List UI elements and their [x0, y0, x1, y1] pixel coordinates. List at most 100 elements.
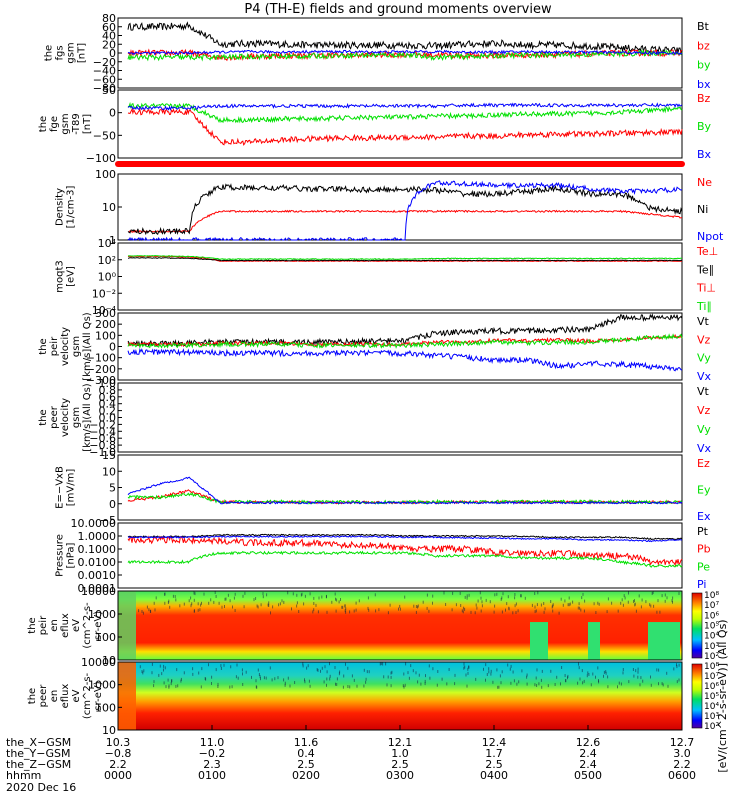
- colorbar-tick-label: 10⁷: [704, 672, 719, 682]
- x-tick-gsm-x: 11.0: [200, 736, 225, 749]
- y-axis-label-line: velocity: [60, 327, 71, 366]
- y-axis-label-line: the: [38, 409, 49, 425]
- y-axis-label-line: peir: [49, 336, 60, 356]
- colorbar-tick-label: 10⁷: [704, 601, 719, 611]
- colorbar-tick-label: 10⁴: [704, 632, 719, 642]
- y-tick-label: 60: [102, 21, 116, 34]
- y-tick-label: 10⁻²: [92, 287, 116, 300]
- legend-entry-Vy: Vy: [697, 352, 711, 365]
- y-axis-label-line: sr-eV): [93, 611, 104, 640]
- y-tick-label: 10⁴: [98, 237, 117, 250]
- y-tick-label: 5: [109, 482, 116, 495]
- series-line-Te⊥: [127, 255, 683, 262]
- legend-entry-bz: bz: [697, 39, 710, 52]
- y-tick-label: 10: [102, 724, 116, 737]
- y-tick-label: −100: [86, 152, 116, 165]
- y-tick-label: −0.4: [89, 425, 116, 438]
- panel-p9: 10000 1000 100 10 the peir en eflux eV (cm^2-s-sr…: [27, 585, 719, 667]
- y-axis-label-line: [km/s](All Qs): [82, 383, 93, 451]
- colorbar-gradient: [691, 663, 703, 729]
- y-axis-label: moqt3 [eV]: [55, 260, 77, 293]
- series-line-Bz: [127, 107, 683, 146]
- x-tick-time: 0500: [574, 769, 602, 782]
- y-tick-label: −0.2: [89, 418, 116, 431]
- y-tick-label: 0.0: [99, 412, 117, 425]
- y-tick-label: 1000: [88, 608, 116, 621]
- y-tick-label: −20: [93, 56, 116, 69]
- spectrogram-texture: [138, 591, 680, 615]
- spectrogram-p10: [118, 662, 682, 730]
- legend-entry-Vy: Vy: [697, 423, 711, 436]
- y-tick-label: −0.6: [89, 432, 116, 445]
- legend-entry-Pt: Pt: [697, 525, 709, 538]
- y-axis-label-line: eflux: [60, 684, 71, 709]
- y-tick-label: 1.0000: [78, 530, 117, 543]
- spectrogram-gap: [588, 622, 600, 660]
- x-tick-gsm-z: 2.5: [391, 758, 409, 771]
- y-tick-label: 0.0100: [78, 556, 117, 569]
- y-axis-label-line: peer: [49, 405, 60, 429]
- y-tick-label: 10000: [81, 656, 116, 669]
- y-tick-label: 1: [109, 234, 116, 247]
- y-axis-label-line: [nT]: [77, 43, 88, 63]
- y-axis-label-line: moqt3: [55, 260, 66, 293]
- series-line-Bt: [127, 21, 683, 55]
- x-tick-gsm-y: 0.4: [297, 747, 315, 760]
- legend-entry-Ti⊥: Ti⊥: [696, 282, 716, 295]
- panel-frame: [117, 522, 683, 589]
- legend-entry-By: By: [697, 120, 712, 133]
- y-tick-label: 100: [95, 329, 116, 342]
- panel-p6: 1.00.80.60.40.20.0−0.2−0.4−0.6−0.8−1.0th…: [38, 377, 712, 459]
- y-tick-label: 10⁰: [98, 271, 117, 284]
- legend-entry-by: by: [697, 59, 711, 72]
- panel-p10: 10000 1000 100 10 the peer en eflux eV (cm^2-s-sr…: [27, 656, 719, 737]
- y-tick-label: 15: [102, 449, 116, 462]
- colorbar-tick-label: 10³: [704, 642, 719, 652]
- colorbar-tick-label: 10⁸: [704, 662, 719, 672]
- series-line-Vy: [127, 333, 683, 349]
- panel-frame: [117, 173, 683, 241]
- y-axis-label: the peir en eflux eV (cm^2-s-sr-eV): [27, 602, 104, 649]
- y-tick-label: 0: [109, 341, 116, 354]
- y-axis-label: the peer en eflux eV (cm^2-s-sr-eV): [27, 672, 104, 719]
- spectrogram-texture: [139, 662, 680, 689]
- y-axis-label-line: -T89: [71, 113, 82, 135]
- x-tick-gsm-z: 2.5: [297, 758, 315, 771]
- series-line-Pe: [127, 550, 683, 568]
- x-axis-row-label: the_Z−GSM: [6, 758, 71, 771]
- legend-entry-Ex: Ex: [697, 510, 711, 523]
- series-line-Npot: [127, 180, 683, 242]
- y-axis-label-line: peir: [38, 615, 49, 635]
- y-tick-label: 10000: [81, 585, 116, 598]
- y-axis-label-line: eV: [71, 689, 82, 702]
- legend-entry-Te⊥: Te⊥: [696, 245, 718, 258]
- x-tick-gsm-z: 2.5: [485, 758, 503, 771]
- y-tick-label: −1.0: [89, 446, 116, 459]
- y-tick-label: 1000: [88, 679, 116, 692]
- x-tick-time: 0100: [198, 769, 226, 782]
- x-axis-row-label: 2020 Dec 16: [6, 781, 76, 794]
- legend-entry-Vz: Vz: [697, 404, 711, 417]
- legend-entry-bx: bx: [697, 78, 711, 91]
- y-axis-label-line: [eV]: [66, 266, 77, 287]
- legend-entry-Pi: Pi: [697, 578, 706, 591]
- legend-entry-Vz: Vz: [697, 333, 711, 346]
- series-line-by: [127, 49, 683, 62]
- x-tick-time: 0200: [292, 769, 320, 782]
- y-tick-label: 200: [95, 318, 116, 331]
- y-axis-label: the fge gsm -T89 [nT]: [38, 113, 93, 135]
- series-line-Ne: [128, 209, 683, 233]
- x-tick-gsm-x: 10.3: [106, 736, 131, 749]
- x-tick-time: 0400: [480, 769, 508, 782]
- spectrogram-early-strip: [118, 662, 136, 730]
- legend-entry-Vt: Vt: [697, 315, 710, 328]
- colorbar-tick-label: 10⁸: [704, 591, 719, 601]
- panel-frame: [117, 590, 683, 661]
- y-axis-label-line: fge: [49, 116, 60, 132]
- y-tick-label: −200: [86, 363, 116, 376]
- y-axis-label-line: sr-eV): [93, 681, 104, 710]
- y-axis-label-line: en: [49, 619, 60, 632]
- x-tick-gsm-z: 2.3: [203, 758, 221, 771]
- series-line-bx: [127, 49, 683, 56]
